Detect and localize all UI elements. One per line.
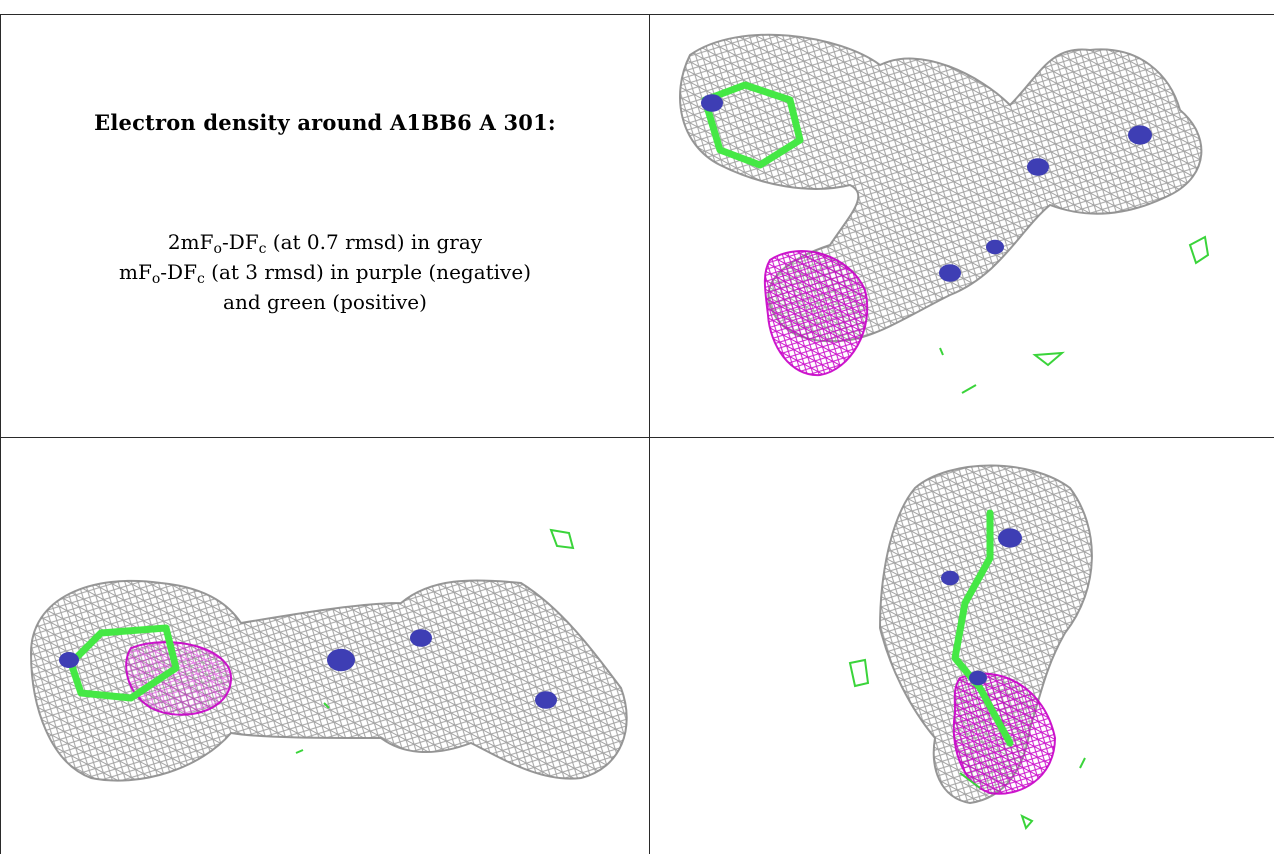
ligand-bonds <box>951 509 1014 747</box>
negative-density-mesh <box>763 250 869 377</box>
density-render-bottom-right <box>848 464 1093 830</box>
negative-density-mesh <box>125 641 233 716</box>
table-border-left <box>0 14 1 854</box>
table-column-divider <box>649 14 650 854</box>
gray-density-mesh <box>29 579 628 782</box>
ligand-bonds <box>701 81 804 169</box>
nitrogen-atom <box>939 264 961 282</box>
view-bottom-left <box>1 438 649 854</box>
nitrogen-atom <box>535 691 557 709</box>
density-render-top-right <box>679 33 1210 394</box>
nitrogen-atom <box>59 652 79 668</box>
nitrogen-atom <box>969 670 987 686</box>
view-bottom-right <box>650 438 1274 854</box>
nitrogen-atom <box>327 648 355 672</box>
nitrogen-atom <box>1128 125 1152 145</box>
density-render-bottom-left <box>29 528 628 782</box>
legend-line-2fofc: 2mFo-DFc (at 0.7 rmsd) in gray <box>167 230 483 257</box>
table-row-divider <box>0 437 1274 438</box>
ligand-bonds <box>67 624 180 702</box>
nitrogen-atom <box>701 94 723 112</box>
positive-density-fragment <box>939 235 1210 394</box>
table-border-top <box>0 14 1274 15</box>
gray-density-mesh <box>679 33 1203 343</box>
legend-line-colors: and green (positive) <box>223 290 427 314</box>
nitrogen-atom <box>998 528 1022 548</box>
nitrogen-atom <box>1027 158 1049 176</box>
positive-density-fragment <box>848 658 1086 830</box>
legend-line-fofc: mFo-DFc (at 3 rmsd) in purple (negative) <box>119 260 531 287</box>
legend-text: 2mFo-DFc (at 0.7 rmsd) in gray mFo-DFc (… <box>1 227 649 317</box>
view-top-right <box>650 15 1274 437</box>
figure-title: Electron density around A1BB6 A 301: <box>94 110 556 135</box>
nitrogen-atom <box>986 239 1004 255</box>
nitrogen-atom <box>941 570 959 586</box>
caption-cell: Electron density around A1BB6 A 301: 2mF… <box>1 15 649 437</box>
nitrogen-atom <box>410 629 432 647</box>
positive-density-fragment <box>295 528 575 754</box>
